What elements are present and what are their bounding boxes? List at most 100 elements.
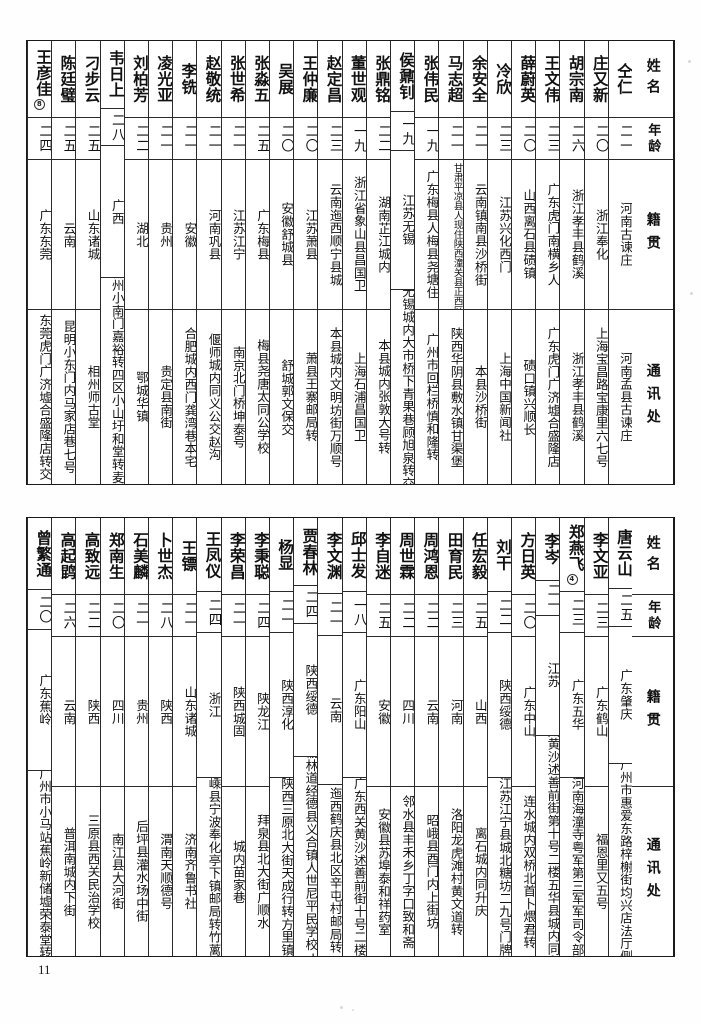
person-column: 高致远 二二 陕西 三原县西关民治学校 (75, 518, 100, 956)
person-origin-part: 甘肃平凉县人现住陕西潼关 (451, 163, 463, 277)
person-name: 刁步云 (82, 55, 100, 103)
person-column: 杨显 二一 陕西淳化 陕西三原北大街天成行转方里镇 (268, 518, 294, 956)
header-address: 通讯处 (632, 786, 673, 956)
person-origin: 陕西 (148, 636, 173, 786)
person-address: 舒城郭文保交 (269, 309, 294, 484)
person-origin: 云南迤西顺宁县城 (318, 159, 342, 309)
person-name: 高致远 (82, 532, 100, 580)
person-name: 冷欣 (493, 63, 511, 95)
person-column: 邱士发 一八 广东阳山 广东西关黄沙述善前街十号二楼 (341, 518, 366, 956)
person-age: 二一 (197, 117, 221, 159)
person-origin: 浙江孝丰县鹤溪 (560, 159, 584, 309)
person-address: 河南孟县古谏庄 (608, 309, 632, 484)
person-address: 广州黄沙述善前街第十号二楼五华县城内同和兴 (536, 735, 560, 956)
person-name: 王文伟 (542, 55, 560, 103)
person-age: 二一 (608, 117, 632, 159)
person-origin: 广东鹤山 (584, 636, 608, 786)
person-column: 曾繁通 二〇 广东蕉岭 广州市小马站蕉岭新储墟荣泰堂转 (26, 518, 52, 956)
person-column: 唐云山 二五 广东肇庆 广州市惠爱东路梓榭街均兴店法厅侧 (607, 518, 632, 956)
person-address: 上海宝昌路宝康里六七号 (584, 309, 608, 484)
person-address: 城内苗家巷 (221, 786, 245, 956)
person-origin: 浙江奉化 (584, 159, 608, 309)
person-address: 昭峨县酉门内上街坊 (415, 786, 439, 956)
person-column: 张淼五 二五 广东梅县 梅县尧唐太同公学校 (244, 41, 269, 484)
person-age: 二三 (560, 591, 584, 632)
person-name: 李自迷 (372, 532, 390, 580)
person-address: 相州师古堂 (76, 309, 100, 484)
person-age: 二二 (390, 594, 415, 636)
person-name: 庄又新 (590, 55, 608, 103)
paper-speck (340, 1006, 343, 1009)
person-address: 渭南天顺德号 (148, 786, 173, 956)
person-origin: 山东诸城 (173, 636, 197, 786)
person-age: 二三 (584, 594, 608, 636)
person-age: 二三 (318, 117, 342, 159)
person-address: 碛口镇兴顺长 (511, 309, 536, 484)
person-name: 薛蔚英 (518, 55, 536, 103)
person-column: 张鼎铭 二二 湖南芷江城内 本县城内张敦大号转 (365, 41, 390, 484)
person-name: 李岑 (542, 532, 560, 565)
header-origin: 籍贯 (632, 159, 673, 309)
person-origin: 广东蕉岭 (27, 629, 52, 770)
person-column: 吴展 二〇 安徽舒城县 舒城郭文保交 (268, 41, 294, 484)
person-column: 李岑 二一 江苏 广州黄沙述善前街第十号二楼五华县城内同和兴 (535, 518, 560, 956)
person-address: 柳州小南门嘉裕转四区小山圩和堂转麦村 (100, 276, 124, 484)
person-column: 方日英 二〇 广东中山 连水城内双桥北首卜煨君转 (510, 518, 536, 956)
person-address: 江苏江宁县城北糖坊二九号门牌 (487, 776, 511, 956)
person-origin: 山西 (463, 636, 487, 786)
header-age: 年龄 (632, 117, 673, 159)
person-age: 二五 (366, 594, 390, 636)
person-origin: 广东中山 (511, 636, 536, 786)
person-origin: 四川 (390, 636, 415, 786)
person-name: 杨显 (276, 538, 294, 571)
person-column: 韦日上 二八 广西 柳州小南门嘉裕转四区小山圩和堂转麦村 (99, 41, 124, 484)
person-origin: 湖南芷江城内 (366, 159, 390, 309)
person-column: 李自迷 二五 安徽 安徽县苏埠泰和祥药室 (365, 518, 390, 956)
person-address: 洛阳龙虎滩村黄文道转 (439, 786, 463, 956)
person-name: 刘柏芳 (130, 55, 148, 103)
person-age: 二一 (221, 117, 245, 159)
person-address: 福恩里又五号 (584, 786, 608, 956)
person-name: 赵定昌 (324, 55, 342, 103)
person-name: 石美麟 (130, 532, 148, 580)
person-name: 韦日上 (106, 50, 124, 99)
person-origin-part: 县正西区 (451, 277, 463, 309)
page-number: 11 (38, 962, 51, 977)
person-age: 二五 (76, 117, 100, 159)
person-origin: 云南 (52, 636, 76, 786)
person-name: 曾繁通 (34, 529, 52, 578)
person-name: 刘干 (493, 538, 511, 571)
person-column: 余安全 二一 云南镇南县沙桥街 本县沙桥街 (462, 41, 487, 484)
person-name: 张伟民 (421, 55, 439, 103)
person-column: 李文亚 二三 广东鹤山 福恩里又五号 (583, 518, 608, 956)
person-address: 连水城内双桥北首卜煨君转 (511, 786, 536, 956)
person-age: 二五 (463, 594, 487, 636)
person-name: 张淼五 (251, 55, 269, 103)
person-origin: 云南 (415, 636, 439, 786)
person-address: 南江县大河街 (100, 786, 124, 956)
person-age: 二一 (318, 593, 342, 635)
person-origin: 广东五华 (560, 632, 584, 777)
person-name: 高起鹍 (58, 532, 76, 580)
person-age: 一九 (415, 117, 439, 159)
person-origin: 山西离石县碛镇 (511, 159, 536, 309)
person-name: 陈廷璧 (58, 55, 76, 103)
person-column: 王凤仪 二四 浙江 嵊县宁波奉化亭下镇邮局转竹蓠 (196, 518, 221, 956)
person-name: 周世霖 (397, 532, 415, 580)
person-origin: 河南巩县 (197, 159, 221, 309)
person-age: 二二 (487, 591, 511, 632)
column-headers: 姓名 年龄 籍贯 通讯处 (632, 518, 674, 956)
header-name: 姓名 (644, 58, 661, 100)
person-age: 二六 (52, 594, 76, 636)
person-age: 二一 (124, 594, 148, 636)
person-column: 马志超 二一 甘肃平凉县人现住陕西潼关 县正西区 陕西华阴县敷水镇甘渠堡 (438, 41, 463, 484)
person-address: 广州市小马站蕉岭新储墟荣泰堂转 (27, 769, 52, 956)
person-age: 二一 (148, 117, 173, 159)
person-address: 偃师城内同义公交赵沟 (197, 309, 221, 484)
person-column: 任宏毅 二五 山西 离石城内同升庆 (462, 518, 487, 956)
person-name: 任宏毅 (469, 532, 487, 580)
person-origin: 安徽 (366, 636, 390, 786)
person-origin: 陕西绥德 (487, 632, 511, 777)
person-address: 拜泉县北大街广顺水 (245, 786, 269, 956)
